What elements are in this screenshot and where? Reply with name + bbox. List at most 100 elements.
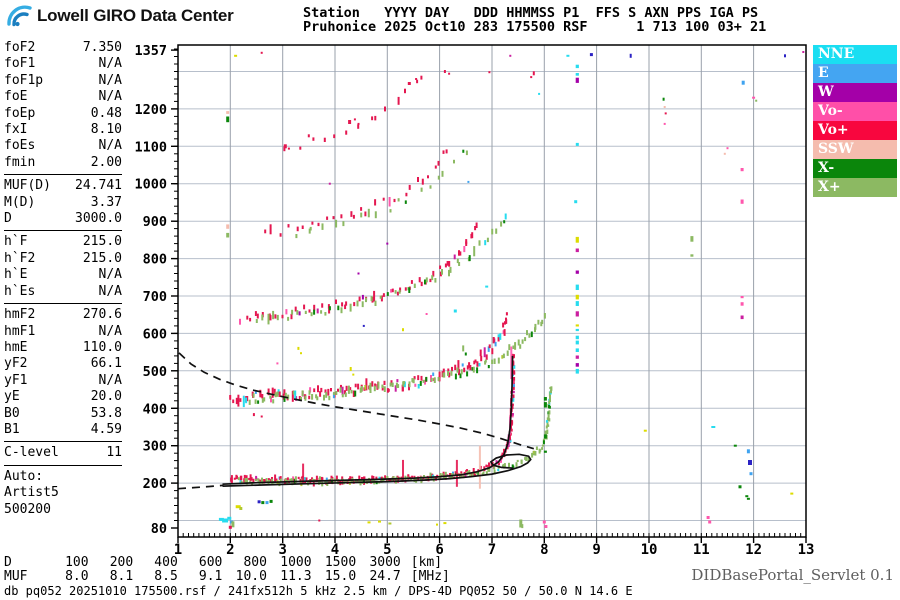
param-label: foF2 [4, 40, 36, 55]
distance-value: 3000 [369, 555, 401, 570]
param-value: 3000.0 [75, 211, 122, 227]
param-row: yF1 N/A [4, 373, 122, 389]
param-label: fxI [4, 122, 28, 138]
muf-value: 11.3 [280, 569, 312, 584]
muf-value: 8.5 [154, 569, 178, 584]
artist-o-trace-fit [222, 355, 514, 486]
y-tick-label: 800 [143, 252, 167, 268]
logo-title: Lowell GIRO Data Center [37, 6, 234, 25]
y-tick-label: 500 [143, 364, 167, 380]
param-label: h`Es [4, 283, 36, 299]
x-axis-labels: 1 2 3 4 5 6 7 8 9 10 11 12 13 [174, 542, 815, 558]
param-value: 270.6 [82, 307, 122, 323]
param-value: 66.1 [90, 356, 122, 372]
spread-columns [226, 64, 744, 453]
x-tick-label: 6 [435, 542, 443, 558]
param-row: fmin 2.00 [4, 155, 122, 171]
station-header-line1: Station YYYY DAY DDD HHMMSS P1 FFS S AXN… [303, 5, 759, 21]
distance-row: D 100 200 400 600 800 1000 1500 3000 [km] [4, 556, 442, 570]
x-tick-label: 10 [641, 542, 658, 558]
param-label: h`E [4, 267, 28, 283]
giro-logo-icon [7, 5, 32, 27]
y-tick-label: 80 [151, 521, 167, 537]
grid [178, 45, 806, 537]
param-row: hmE 110.0 [4, 340, 122, 356]
param-text-line: Auto: [4, 468, 44, 484]
param-label: h`F2 [4, 250, 36, 266]
param-value: N/A [98, 138, 122, 154]
station-header: Station YYYY DAY DDD HHMMSS P1 FFS S AXN… [303, 6, 766, 34]
param-value: 24.741 [75, 178, 122, 194]
muf-value: 8.0 [65, 569, 89, 584]
param-value: 11 [106, 445, 122, 461]
param-value: N/A [98, 72, 122, 88]
x-tick-label: 1 [174, 542, 182, 558]
x-tick-label: 8 [540, 542, 548, 558]
param-text-line: Artist5 [4, 485, 59, 501]
x-tick-label: 3 [278, 542, 286, 558]
param-label: yF1 [4, 372, 28, 388]
param-row: yF2 66.1 [4, 356, 122, 372]
axes-frame [171, 44, 807, 543]
y-tick-label: 400 [143, 401, 167, 417]
param-text-line: 500200 [4, 501, 51, 517]
status-line: db pq052 20251010 175500.rsf / 241fx512h… [4, 584, 633, 598]
muf-value: 10.0 [235, 569, 267, 584]
param-label: fmin [4, 154, 36, 170]
y-tick-label: 1357 [134, 43, 167, 59]
legend-item-x: X- [813, 159, 897, 178]
y-tick-label: 200 [143, 476, 167, 492]
section-divider [4, 464, 122, 466]
param-row: h`F 215.0 [4, 234, 122, 250]
param-value: 215.0 [82, 234, 122, 250]
param-label: B1 [4, 421, 20, 437]
x-tick-label: 5 [383, 542, 391, 558]
legend-item-w: W [813, 83, 897, 102]
param-label: hmF2 [4, 307, 36, 323]
station-header-line2: Pruhonice 2025 Oct10 283 175500 RSF 1 71… [303, 19, 767, 35]
muf-3000-transmission-curve [178, 352, 535, 450]
isolated-dots [218, 51, 805, 529]
param-value: N/A [98, 267, 122, 283]
param-value: 53.8 [90, 405, 122, 421]
param-label: MUF(D) [4, 178, 51, 194]
distance-unit: [km] [410, 555, 443, 570]
y-tick-label: 1100 [134, 139, 167, 155]
x-tick-label: 11 [693, 542, 710, 558]
param-row: foEp 0.48 [4, 106, 122, 122]
fit-lines [177, 352, 535, 490]
distance-label: D [4, 555, 12, 570]
param-row: foF2 7.350 [4, 40, 122, 56]
param-value: N/A [98, 283, 122, 299]
param-label: M(D) [4, 194, 36, 210]
y-tick-label: 1200 [134, 102, 167, 118]
section-divider [4, 230, 122, 232]
legend-item-ssw: SSW [813, 140, 897, 159]
distance-value: 1000 [280, 555, 312, 570]
param-row: M(D) 3.37 [4, 195, 122, 211]
muf-label: MUF [4, 569, 28, 584]
param-row: foF1p N/A [4, 73, 122, 89]
logo: Lowell GIRO Data Center [6, 3, 234, 29]
param-row: foEs N/A [4, 138, 122, 154]
param-label: hmE [4, 339, 28, 355]
legend-item-vo: Vo- [813, 102, 897, 121]
param-row: hmF2 270.6 [4, 307, 122, 323]
y-tick-label: 300 [143, 439, 167, 455]
param-value: N/A [98, 89, 122, 105]
muf-value: 15.0 [324, 569, 357, 584]
param-row: B0 53.8 [4, 406, 122, 422]
artist-x-trace-fit [222, 453, 532, 487]
param-value: 7.350 [82, 40, 122, 55]
param-row: fxI 8.10 [4, 122, 122, 138]
param-value: 215.0 [82, 250, 122, 266]
muf-row: MUF 8.0 8.1 8.5 9.1 10.0 11.3 15.0 24.7 [MHz] [4, 570, 450, 584]
param-label: foF1p [4, 72, 44, 88]
servlet-version: DIDBasePortal_Servlet 0.1 [691, 566, 894, 584]
x-tick-label: 12 [745, 542, 762, 558]
distance-value: 100 [65, 555, 89, 570]
param-row: h`E N/A [4, 267, 122, 283]
echo-direction-legend: NNE E W Vo- Vo+ SSW X- X+ [813, 45, 897, 197]
